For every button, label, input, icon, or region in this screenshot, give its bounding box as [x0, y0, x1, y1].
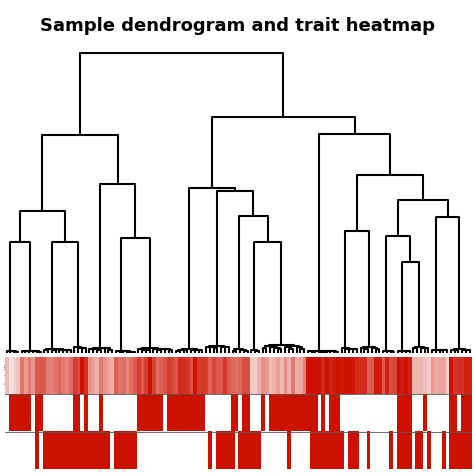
Text: Sample dendrogram and trait heatmap: Sample dendrogram and trait heatmap — [39, 17, 435, 35]
